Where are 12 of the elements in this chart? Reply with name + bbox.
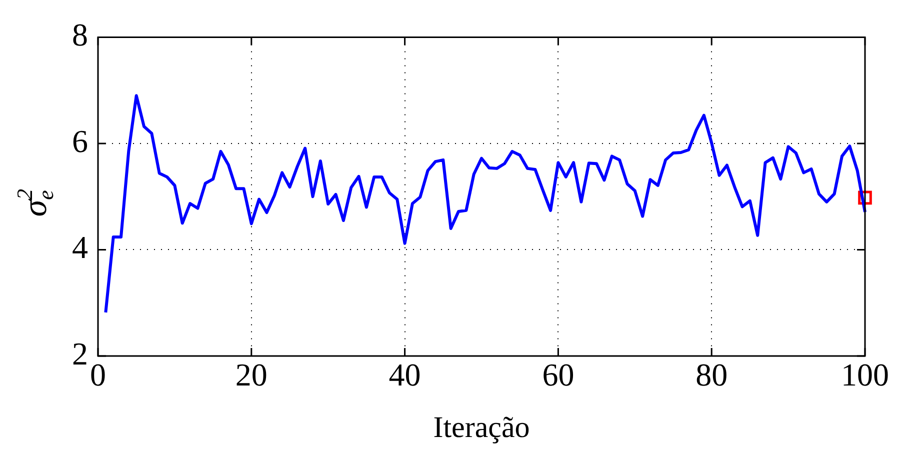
y-tick-label: 6 bbox=[72, 122, 88, 159]
x-tick-label: 100 bbox=[841, 356, 889, 393]
x-tick-label: 0 bbox=[90, 356, 106, 393]
x-tick-label: 40 bbox=[388, 356, 421, 393]
x-tick-label: 80 bbox=[696, 356, 728, 393]
y-tick-label: 4 bbox=[72, 229, 88, 266]
x-axis-title: Iteração bbox=[433, 410, 530, 444]
y-tick-label: 2 bbox=[72, 335, 88, 372]
y-axis-title: σe2 bbox=[12, 188, 58, 217]
y-tick-label: 8 bbox=[72, 16, 88, 53]
x-tick-label: 20 bbox=[235, 356, 268, 393]
x-tick-label: 60 bbox=[542, 356, 574, 393]
